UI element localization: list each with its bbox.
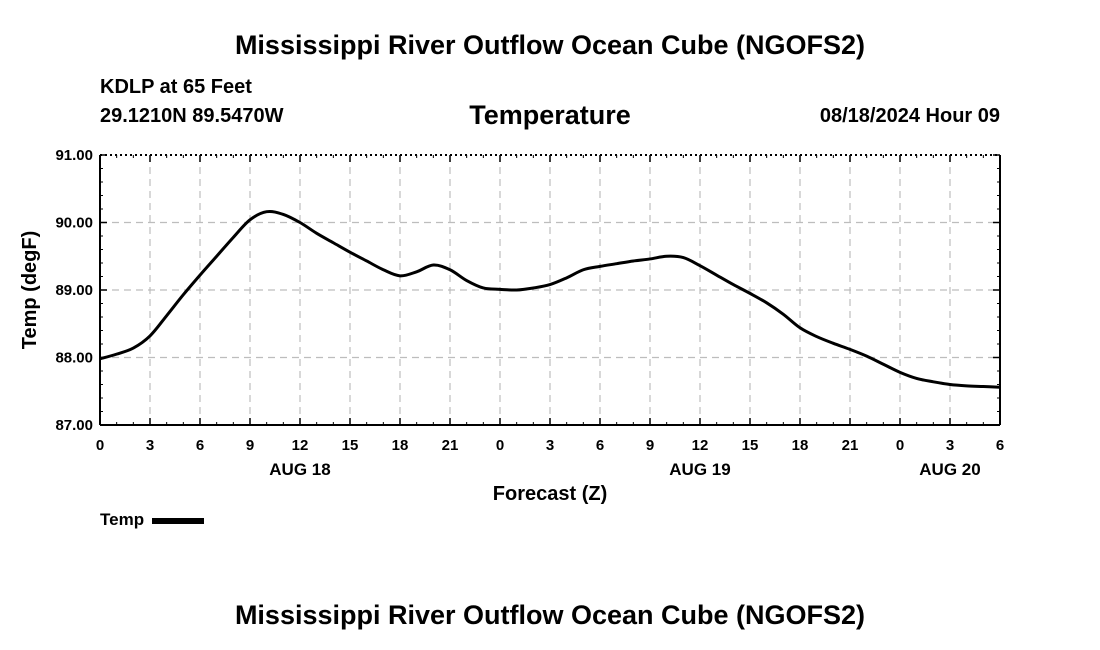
legend-label-temp: Temp: [100, 510, 145, 529]
x-tick-label: 3: [146, 437, 154, 454]
x-tick-label: 0: [96, 437, 104, 454]
station-label: KDLP at 65 Feet: [100, 76, 252, 98]
day-label: AUG 19: [669, 460, 730, 479]
chart-main-title: Mississippi River Outflow Ocean Cube (NG…: [234, 30, 866, 60]
x-tick-label: 18: [392, 437, 409, 454]
legend: Temp: [100, 510, 205, 530]
y-tick-label: 89.00: [55, 282, 93, 299]
series-layer: [99, 209, 1001, 389]
variable-title: Temperature: [469, 100, 631, 130]
series-line-temp: [99, 209, 1001, 389]
y-axis-label: Temp (degF): [19, 231, 41, 350]
x-tick-label: 6: [996, 437, 1004, 454]
x-tick-label: 3: [946, 437, 954, 454]
grid-layer: [100, 155, 1000, 425]
y-tick-label: 88.00: [55, 350, 93, 367]
x-tick-label: 6: [196, 437, 204, 454]
axis-layer: 0 3 6 9 12 15 18 21 0 3 6 9 12 15 18 21 0 3 6 87.00 88.00 89.…: [55, 147, 1004, 479]
x-tick-label: 12: [692, 437, 709, 454]
y-tick-label: 91.00: [55, 147, 93, 164]
x-tick-label: 3: [546, 437, 554, 454]
footer-title: Mississippi River Outflow Ocean Cube (NG…: [234, 600, 866, 630]
day-label: AUG 20: [919, 460, 980, 479]
x-tick-label: 0: [496, 437, 504, 454]
x-tick-label: 18: [792, 437, 809, 454]
x-tick-label: 0: [896, 437, 904, 454]
y-tick-label: 87.00: [55, 417, 93, 434]
station-coordinates: 29.1210N 89.5470W: [100, 105, 284, 127]
y-tick-label: 90.00: [55, 215, 93, 232]
forecast-datetime: 08/18/2024 Hour 09: [819, 105, 1000, 127]
x-tick-label: 15: [342, 437, 359, 454]
x-tick-label: 21: [842, 437, 859, 454]
x-tick-label: 15: [742, 437, 759, 454]
legend-swatch-temp: [152, 517, 205, 524]
x-tick-label: 9: [646, 437, 654, 454]
x-tick-label: 6: [596, 437, 604, 454]
x-axis-label: Forecast (Z): [493, 483, 607, 505]
x-tick-label: 21: [442, 437, 459, 454]
day-label: AUG 18: [269, 460, 330, 479]
x-tick-label: 9: [246, 437, 254, 454]
x-tick-label: 12: [292, 437, 309, 454]
